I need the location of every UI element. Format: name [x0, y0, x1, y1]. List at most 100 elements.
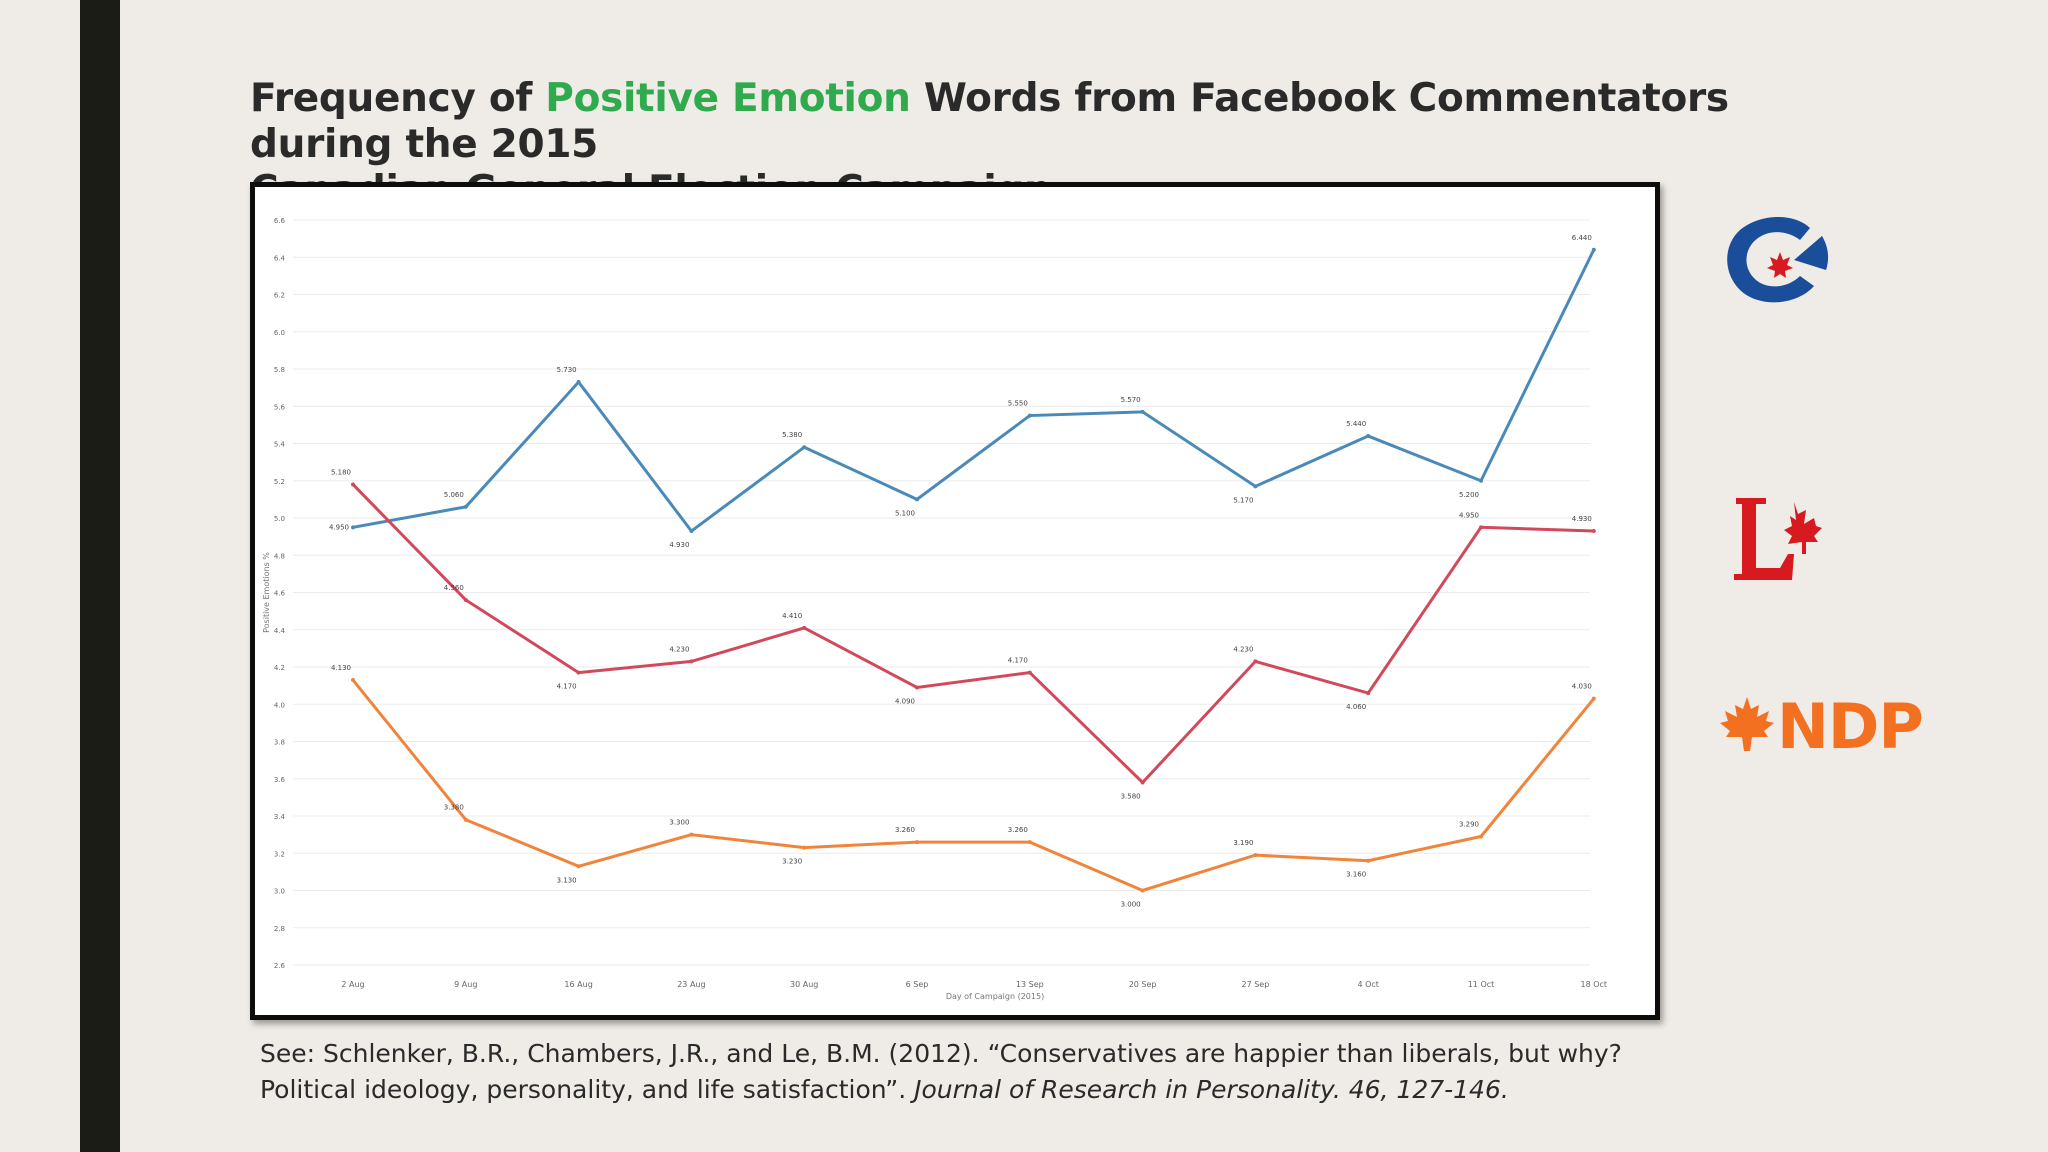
data-point — [351, 525, 355, 530]
data-point — [1027, 840, 1032, 845]
data-label: 3.130 — [557, 876, 577, 884]
data-point — [1027, 413, 1032, 418]
x-tick-label: 2 Aug — [341, 980, 364, 989]
data-label: 5.440 — [1346, 420, 1366, 428]
data-point — [689, 529, 694, 534]
liberal-l-maple-icon — [1734, 498, 1822, 580]
data-label: 4.090 — [895, 697, 915, 705]
y-tick-label: 3.0 — [274, 888, 285, 896]
y-tick-label: 2.8 — [274, 925, 285, 933]
x-tick-label: 16 Aug — [564, 980, 592, 989]
y-tick-label: 4.4 — [274, 627, 286, 635]
data-point — [1140, 409, 1145, 414]
y-tick-label: 3.2 — [274, 850, 285, 858]
y-tick-label: 5.6 — [274, 403, 286, 411]
y-tick-label: 4.6 — [274, 590, 286, 598]
y-tick-label: 4.2 — [274, 664, 285, 672]
y-tick-label: 5.8 — [274, 366, 285, 374]
data-label: 5.200 — [1459, 491, 1479, 499]
data-point — [351, 678, 355, 683]
data-label: 6.440 — [1572, 234, 1592, 242]
data-point — [1253, 853, 1258, 858]
chart-frame: 2.6 2.8 3.0 3.2 3.4 3.6 3.8 4.0 4.2 4.4 4.6 4.8 5.0 5… — [250, 182, 1660, 1020]
data-point — [351, 482, 355, 487]
journal-name: Journal of Research in Personality. 46, … — [914, 1075, 1509, 1104]
y-tick-label: 5.2 — [274, 478, 285, 486]
data-point — [689, 832, 694, 837]
data-label: 3.300 — [669, 819, 689, 827]
data-label: 3.260 — [1008, 826, 1028, 834]
x-tick-label: 23 Aug — [677, 980, 705, 989]
data-label: 3.190 — [1233, 839, 1253, 847]
data-label: 4.410 — [782, 612, 802, 620]
data-label: 4.930 — [1572, 515, 1592, 523]
data-point — [802, 445, 807, 450]
data-point — [576, 670, 581, 675]
data-point — [1140, 888, 1145, 893]
data-label: 4.930 — [669, 541, 689, 549]
data-point — [463, 504, 468, 509]
data-point — [802, 845, 807, 850]
data-point — [1366, 434, 1371, 439]
data-label: 3.000 — [1121, 901, 1141, 909]
y-tick-label: 6.0 — [274, 329, 285, 337]
x-tick-label: 13 Sep — [1016, 980, 1044, 989]
x-tick-label: 6 Sep — [906, 980, 929, 989]
y-tick-label: 4.8 — [274, 552, 285, 560]
y-tick-label: 3.4 — [274, 813, 286, 821]
data-label: 4.230 — [1233, 645, 1253, 653]
data-point — [1479, 525, 1483, 530]
reference-citation: See: Schlenker, B.R., Chambers, J.R., an… — [260, 1039, 1622, 1104]
data-point — [1591, 529, 1596, 534]
y-tick-label: 2.6 — [274, 962, 286, 970]
data-point — [1591, 696, 1596, 701]
ndp-logo-text: NDP — [1777, 690, 1924, 763]
y-tick-label: 3.8 — [274, 739, 285, 747]
liberal-logo — [1734, 498, 1822, 580]
title-highlight: Positive Emotion — [545, 76, 911, 121]
x-tick-label: 9 Aug — [454, 980, 477, 989]
data-label: 3.380 — [444, 804, 464, 812]
x-tick-label: 4 Oct — [1357, 980, 1378, 989]
x-tick-label: 30 Aug — [790, 980, 818, 989]
data-label: 4.060 — [1346, 703, 1366, 711]
data-point — [1253, 484, 1258, 489]
data-point — [463, 817, 468, 822]
series-line-0 — [352, 249, 1596, 534]
y-tick-label: 5.4 — [274, 441, 286, 449]
data-label: 4.950 — [1459, 511, 1479, 519]
conservative-c-icon — [1727, 217, 1829, 303]
y-axis-title: Positive Emotions % — [262, 552, 271, 633]
x-tick-label: 20 Sep — [1129, 980, 1157, 989]
y-tick-label: 6.4 — [274, 254, 286, 262]
y-tick-label: 6.2 — [274, 292, 285, 300]
data-point — [576, 380, 581, 385]
data-label: 5.380 — [782, 431, 802, 439]
data-label: 3.290 — [1459, 820, 1479, 828]
data-point — [576, 864, 581, 869]
data-label: 5.570 — [1121, 396, 1141, 404]
data-label: 5.730 — [557, 366, 577, 374]
y-tick-label: 6.6 — [274, 217, 286, 225]
data-point — [1027, 670, 1032, 675]
data-label: 4.230 — [669, 645, 689, 653]
data-label: 5.100 — [895, 509, 915, 517]
data-label: 4.560 — [444, 584, 464, 592]
left-accent-bar — [80, 0, 120, 1152]
data-point — [1366, 858, 1371, 863]
y-tick-label: 4.0 — [274, 701, 285, 709]
data-point — [915, 685, 919, 690]
line-chart: 2.6 2.8 3.0 3.2 3.4 3.6 3.8 4.0 4.2 4.4 4.6 4.8 5.0 5… — [262, 217, 1608, 1001]
series-line-1 — [351, 483, 1594, 785]
x-tick-label: 18 Oct — [1581, 980, 1608, 989]
data-point — [915, 497, 919, 502]
data-point — [1479, 834, 1483, 839]
data-label: 3.230 — [782, 858, 802, 866]
x-tick-label: 11 Oct — [1468, 980, 1495, 989]
data-label: 3.580 — [1121, 792, 1141, 800]
series-line-2 — [351, 679, 1595, 893]
data-label: 4.170 — [557, 683, 577, 691]
data-point — [1366, 691, 1371, 696]
data-point — [463, 597, 468, 602]
data-label: 4.130 — [331, 664, 351, 672]
